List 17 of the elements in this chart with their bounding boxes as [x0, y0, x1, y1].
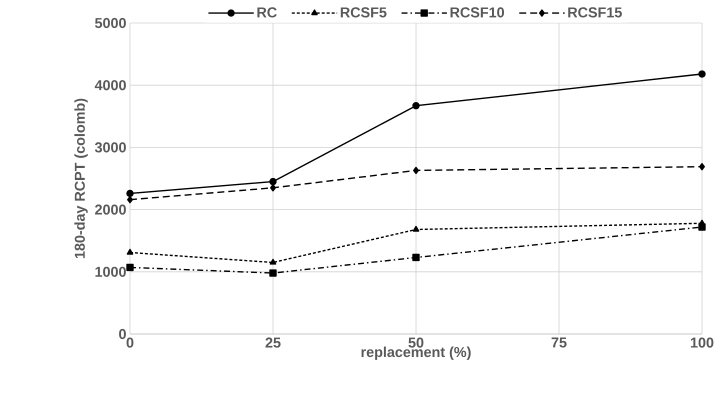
y-tick-label: 2000	[95, 204, 126, 215]
y-tick-label: 5000	[95, 18, 126, 28]
y-tick-label: 3000	[94, 142, 126, 152]
legend-label: RC	[257, 7, 277, 18]
x-tick-label: 100	[690, 338, 714, 348]
x-tick-label: 75	[552, 338, 567, 348]
y-axis-title: 180-day RCPT (colomb)	[74, 98, 88, 258]
legend-label: RCSF10	[450, 7, 504, 18]
y-tick-label: 4000	[94, 80, 126, 90]
x-tick-label: 0	[126, 338, 134, 348]
x-tick-label: 50	[408, 338, 424, 348]
legend-label: RCSF15	[568, 7, 622, 18]
x-tick-label: 25	[266, 338, 281, 348]
legend-label: RCSF5	[340, 7, 386, 18]
y-tick-label: 0	[119, 328, 126, 340]
x-axis-title: replacement (%)	[362, 346, 471, 360]
y-tick-label: 1000	[95, 266, 126, 277]
